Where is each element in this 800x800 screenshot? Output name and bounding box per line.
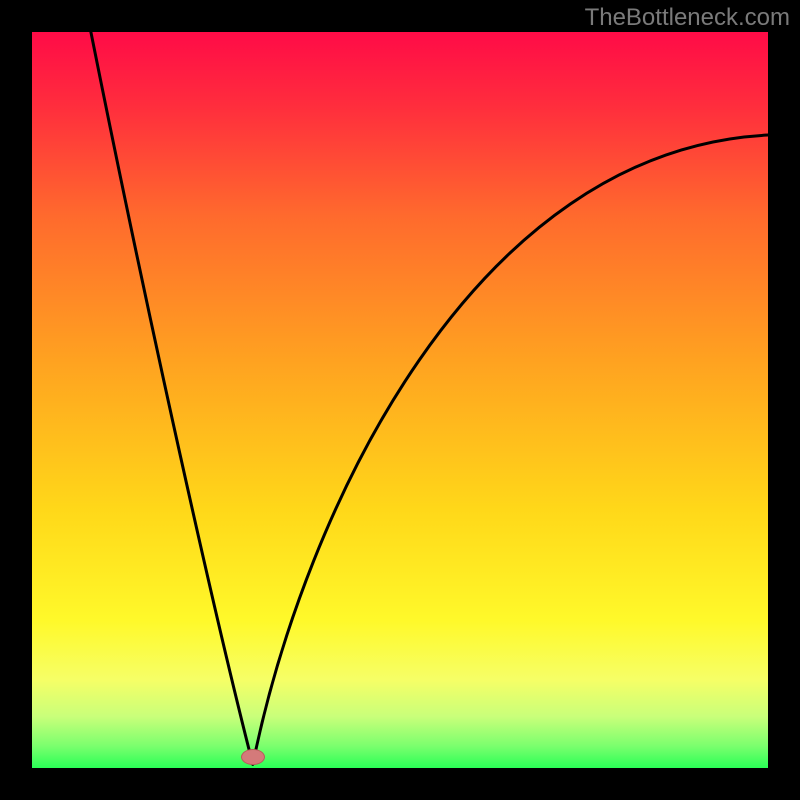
optimum-marker (241, 749, 265, 765)
bottleneck-curve (32, 32, 768, 768)
watermark-text: TheBottleneck.com (585, 4, 790, 32)
plot-area (32, 32, 768, 768)
chart-container: TheBottleneck.com (0, 0, 800, 800)
